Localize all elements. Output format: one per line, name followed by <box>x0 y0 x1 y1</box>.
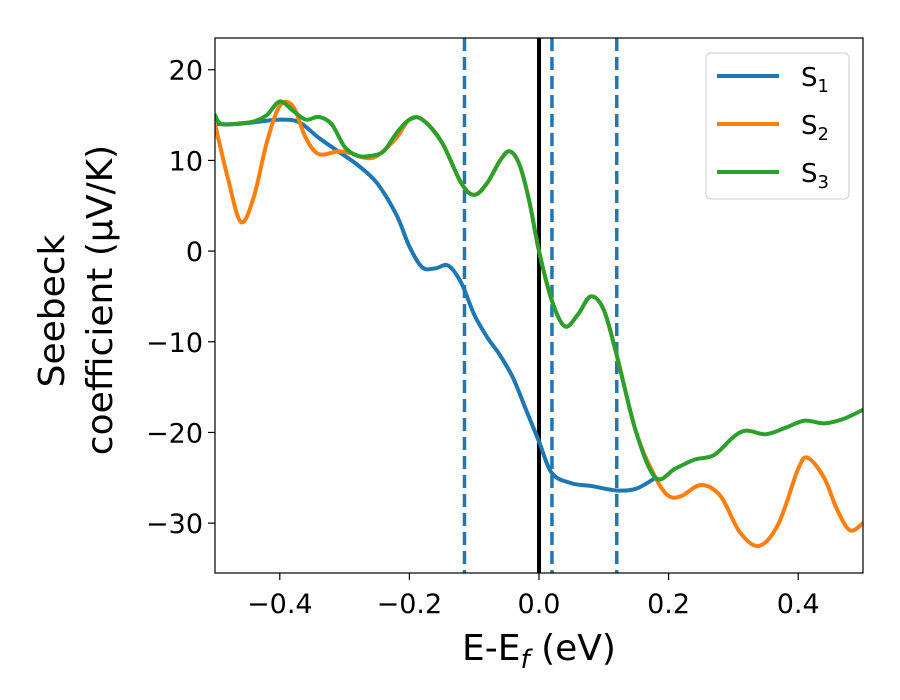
y-tick-label: −20 <box>146 418 203 449</box>
y-axis-label-line1: Seebeck <box>32 234 73 387</box>
legend-label-s3: S3 <box>801 159 829 193</box>
legend-label-s2: S2 <box>801 111 829 145</box>
series-layer <box>215 99 863 548</box>
series-line-s3 <box>215 99 863 482</box>
x-axis-label-unit: (eV) <box>530 628 616 669</box>
x-tick-label: −0.2 <box>377 589 443 620</box>
series-line-s1 <box>215 117 658 493</box>
reference-lines <box>462 38 619 573</box>
legend: S1 S2 S3 <box>705 52 850 200</box>
x-tick-label: 0.2 <box>647 589 690 620</box>
x-axis: −0.4 −0.2 0.0 0.2 0.4 <box>247 573 820 620</box>
y-axis: 20 10 0 −10 −20 −30 <box>146 56 215 540</box>
x-axis-label-main: E-E <box>462 628 520 669</box>
y-tick-label: 10 <box>169 146 203 177</box>
y-axis-label-line2: coefficient (μV/K) <box>80 145 121 455</box>
y-tick-label: 0 <box>186 237 203 268</box>
x-tick-label: 0.0 <box>518 589 561 620</box>
x-tick-label: 0.4 <box>777 589 820 620</box>
y-tick-label: −30 <box>146 509 203 540</box>
x-axis-label: E-Ef (eV) <box>462 628 616 675</box>
x-tick-label: −0.4 <box>247 589 313 620</box>
y-tick-label: −10 <box>146 328 203 359</box>
legend-label-s1: S1 <box>801 63 829 97</box>
y-tick-label: 20 <box>169 56 203 87</box>
